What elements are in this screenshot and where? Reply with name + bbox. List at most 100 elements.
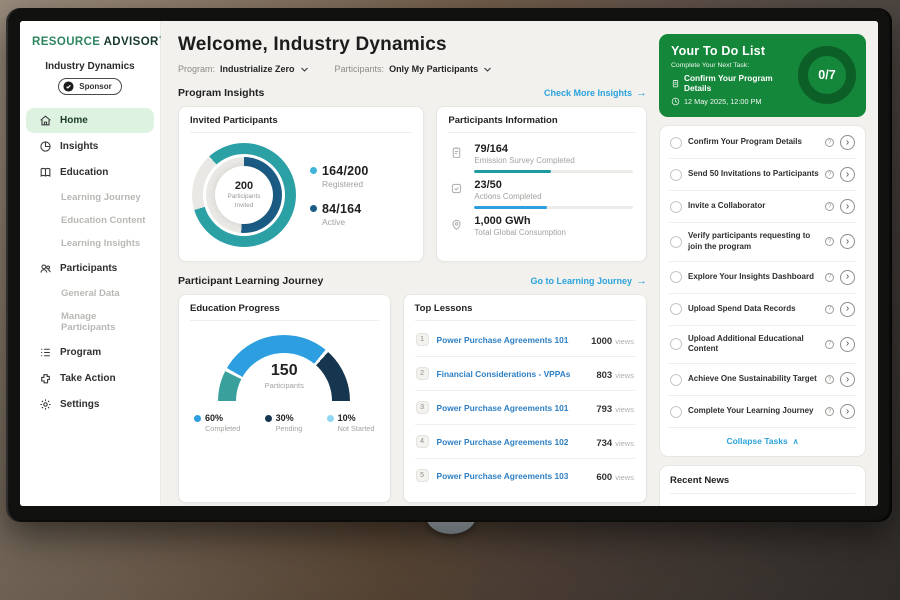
dashboard-column: Welcome, Industry Dynamics Program: Indu… xyxy=(178,34,647,503)
lesson-rank: 5 xyxy=(415,469,429,482)
todo-task-row[interactable]: Complete Your Learning Journey xyxy=(669,396,856,429)
sidebar-nav-item[interactable]: Settings xyxy=(26,392,154,417)
todo-task-row[interactable]: Upload Spend Data Records xyxy=(669,294,856,326)
education-gauge-chart: 150 Participants xyxy=(218,335,351,401)
help-icon[interactable] xyxy=(825,339,834,349)
sponsor-badge-label: Sponsor xyxy=(79,81,112,91)
help-icon[interactable] xyxy=(825,407,834,417)
chevron-right-icon[interactable] xyxy=(840,135,855,150)
monitor-bezel: RESOURCE ADVISOR+ Industry Dynamics Spon… xyxy=(6,8,892,522)
help-icon[interactable] xyxy=(825,304,834,314)
sponsor-badge-icon xyxy=(63,81,74,92)
collapse-tasks-link[interactable]: Collapse Tasks xyxy=(669,428,856,450)
chevron-right-icon[interactable] xyxy=(840,404,855,420)
chevron-right-icon[interactable] xyxy=(840,199,855,214)
sidebar-nav-item[interactable]: Learning Journey xyxy=(26,186,154,209)
go-to-learning-journey-link[interactable]: Go to Learning Journey xyxy=(530,275,647,287)
sidebar-nav-item[interactable]: Take Action xyxy=(26,366,154,391)
help-icon[interactable] xyxy=(825,170,834,179)
sidebar-nav-label: Home xyxy=(60,114,88,126)
legend-dot xyxy=(264,415,272,422)
task-checkbox[interactable] xyxy=(670,271,682,284)
chevron-right-icon[interactable] xyxy=(840,301,855,317)
actions-icon xyxy=(450,182,463,195)
help-icon[interactable] xyxy=(825,272,834,282)
task-checkbox[interactable] xyxy=(670,136,682,149)
todo-tasks-card: Confirm Your Program Details Send 50 Inv… xyxy=(659,125,866,458)
home-icon xyxy=(39,114,52,127)
education-icon xyxy=(39,166,52,179)
chevron-right-icon[interactable] xyxy=(840,269,855,285)
lesson-row[interactable]: 1 Power Purchase Agreements 101 1000 view… xyxy=(414,323,635,357)
task-checkbox[interactable] xyxy=(670,405,682,418)
legend-dot xyxy=(310,204,317,212)
program-dropdown[interactable]: Program: Industrialize Zero xyxy=(178,64,309,74)
filters-row: Program: Industrialize Zero Participants… xyxy=(178,64,647,74)
lesson-title-link[interactable]: Power Purchase Agreements 101 xyxy=(436,402,569,413)
lesson-title-link[interactable]: Power Purchase Agreements 101 xyxy=(436,334,569,345)
legend-dot xyxy=(194,415,201,422)
learning-journey-header: Participant Learning Journey Go to Learn… xyxy=(178,275,647,287)
lesson-row[interactable]: 2 Financial Considerations - VPPAs 803 vi… xyxy=(414,357,635,391)
lesson-row[interactable]: 3 Power Purchase Agreements 101 793 views xyxy=(414,391,635,425)
todo-task-row[interactable]: Upload Additional Educational Content xyxy=(669,326,856,365)
task-checkbox[interactable] xyxy=(670,303,682,316)
sidebar-nav-item[interactable]: Learning Insights xyxy=(26,232,154,255)
sidebar: RESOURCE ADVISOR+ Industry Dynamics Spon… xyxy=(20,21,164,506)
legend-dot xyxy=(326,415,334,422)
settings-icon xyxy=(39,398,52,411)
todo-task-row[interactable]: Send 50 Invitations to Participants xyxy=(669,159,856,191)
program-icon xyxy=(39,346,52,359)
main-content: Welcome, Industry Dynamics Program: Indu… xyxy=(161,21,878,506)
todo-task-row[interactable]: Confirm Your Program Details xyxy=(669,127,856,159)
todo-task-row[interactable]: Achieve One Sustainability Target xyxy=(669,364,856,397)
sidebar-nav-label: Insights xyxy=(60,140,99,152)
participants-dropdown[interactable]: Participants: Only My Participants xyxy=(335,64,493,74)
lesson-rank: 4 xyxy=(415,435,429,448)
lesson-rank: 2 xyxy=(415,367,429,380)
invited-participants-card: Invited Participants 200 Participants Inv… xyxy=(178,106,425,262)
lesson-rank: 3 xyxy=(415,401,429,414)
chevron-right-icon[interactable] xyxy=(840,234,855,250)
task-checkbox[interactable] xyxy=(670,200,682,213)
todo-task-row[interactable]: Verify participants requesting to join t… xyxy=(669,223,856,262)
sidebar-nav-item[interactable]: Education xyxy=(26,160,154,185)
sponsor-badge: Sponsor xyxy=(58,77,122,95)
take-action-icon xyxy=(39,372,52,385)
lesson-title-link[interactable]: Power Purchase Agreements 102 xyxy=(436,436,569,447)
help-icon[interactable] xyxy=(825,202,834,211)
logo-advisor: ADVISOR+ xyxy=(104,32,165,48)
help-icon[interactable] xyxy=(825,138,834,147)
sidebar-nav-item[interactable]: Home xyxy=(26,107,154,133)
sidebar-nav-item[interactable]: Participants xyxy=(26,256,154,281)
todo-task-row[interactable]: Explore Your Insights Dashboard xyxy=(669,262,856,294)
app-logo: RESOURCE ADVISOR+ xyxy=(20,32,164,48)
todo-task-row[interactable]: Invite a Collaborator xyxy=(669,191,856,223)
task-checkbox[interactable] xyxy=(670,373,682,386)
todo-column: Your To Do List Complete Your Next Task:… xyxy=(659,34,866,506)
sidebar-nav-label: Education xyxy=(60,166,109,178)
lesson-title-link[interactable]: Financial Considerations - VPPAs xyxy=(436,368,571,379)
sidebar-nav-item[interactable]: General Data xyxy=(26,282,154,305)
sidebar-nav-item[interactable]: Education Content xyxy=(26,209,154,232)
check-more-insights-link[interactable]: Check More Insights xyxy=(544,87,647,99)
sidebar-nav-label: Learning Journey xyxy=(61,191,141,203)
sidebar-nav-item[interactable]: Program xyxy=(26,340,154,365)
help-icon[interactable] xyxy=(825,237,834,247)
chevron-down-icon xyxy=(300,65,309,74)
stat-progress-track xyxy=(474,206,633,209)
sidebar-nav-item[interactable]: Manage Participants xyxy=(26,305,154,339)
chevron-right-icon[interactable] xyxy=(840,372,855,388)
sidebar-nav-item[interactable]: Insights xyxy=(26,134,154,159)
lesson-row[interactable]: 4 Power Purchase Agreements 102 734 views xyxy=(414,425,635,459)
lesson-row[interactable]: 5 Power Purchase Agreements 103 600 views xyxy=(415,459,635,492)
help-icon[interactable] xyxy=(825,375,834,385)
participants-information-card: Participants Information 79/164 Emission… xyxy=(436,106,647,262)
logo-resource: RESOURCE xyxy=(32,35,101,48)
chevron-right-icon[interactable] xyxy=(840,167,855,182)
task-checkbox[interactable] xyxy=(670,338,682,351)
task-checkbox[interactable] xyxy=(670,235,682,248)
chevron-right-icon[interactable] xyxy=(840,336,855,352)
lesson-title-link[interactable]: Power Purchase Agreements 103 xyxy=(436,470,569,481)
task-checkbox[interactable] xyxy=(670,168,682,181)
